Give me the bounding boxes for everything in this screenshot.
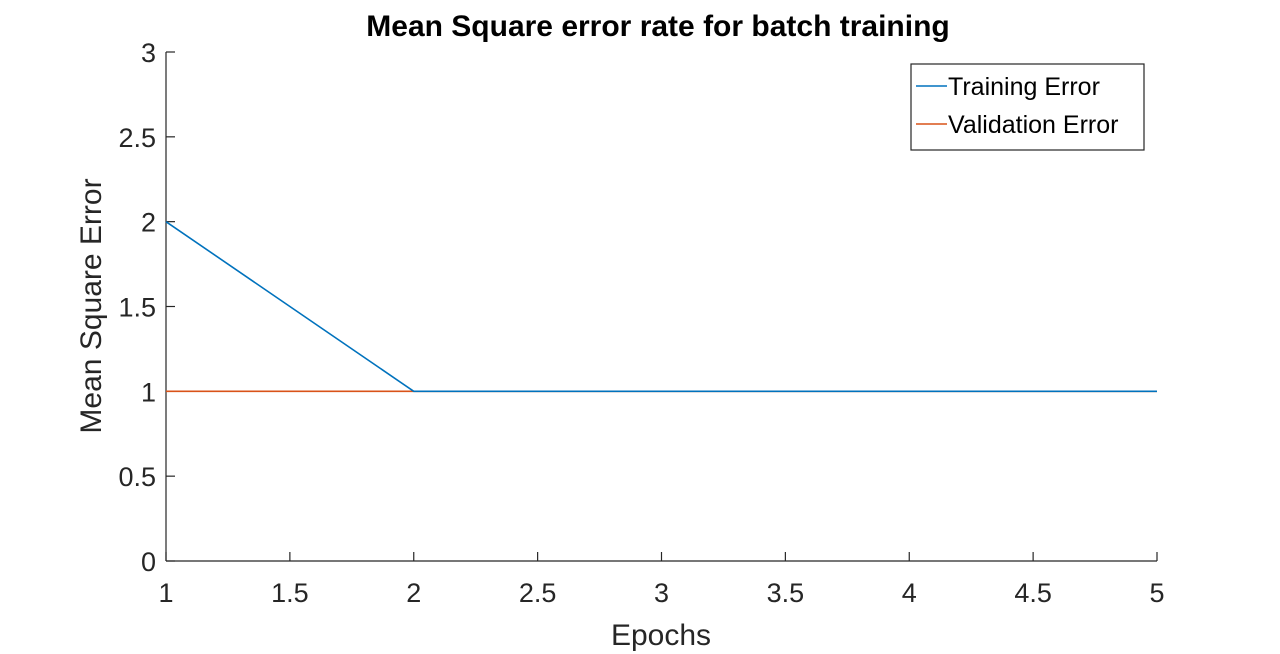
x-tick-label: 2.5 [519, 578, 557, 608]
y-tick-label: 3 [141, 38, 156, 68]
y-tick-label: 1.5 [118, 293, 156, 323]
x-tick-label: 1.5 [271, 578, 309, 608]
x-tick-label: 4 [902, 578, 917, 608]
legend-label: Validation Error [948, 111, 1118, 139]
series-line-training-error [165, 221, 1157, 393]
y-tick-label: 0.5 [118, 462, 156, 492]
y-tick-label: 2.5 [118, 123, 156, 153]
legend: Training Error Validation Error [910, 63, 1145, 151]
y-axis-label: Mean Square Error [75, 178, 108, 433]
x-tick-label: 1 [158, 578, 173, 608]
y-tick-label: 0 [141, 547, 156, 577]
chart-title: Mean Square error rate for batch trainin… [366, 10, 949, 43]
x-ticks: 1 1.5 2 2.5 3 3.5 4 4.5 5 [158, 552, 1165, 608]
series-group [165, 221, 1157, 393]
x-tick-label: 3.5 [767, 578, 805, 608]
y-tick-label: 2 [141, 208, 156, 238]
x-axis-label: Epochs [611, 619, 711, 652]
legend-label: Training Error [948, 73, 1100, 101]
x-tick-label: 3 [654, 578, 669, 608]
y-tick-label: 1 [141, 377, 156, 407]
legend-box [910, 63, 1145, 151]
x-tick-label: 5 [1149, 578, 1164, 608]
x-tick-label: 2 [406, 578, 421, 608]
x-tick-label: 4.5 [1014, 578, 1052, 608]
